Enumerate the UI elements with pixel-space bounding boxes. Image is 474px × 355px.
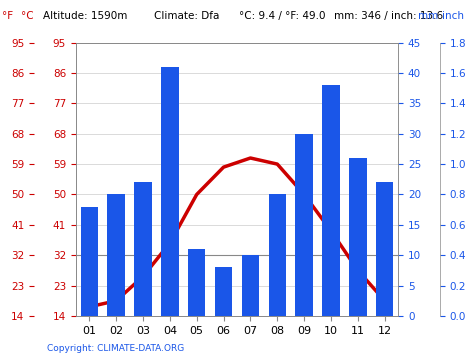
Bar bbox=[188, 249, 205, 316]
Bar bbox=[295, 134, 313, 316]
Bar bbox=[376, 182, 393, 316]
Bar bbox=[269, 195, 286, 316]
Bar bbox=[349, 158, 366, 316]
Bar bbox=[81, 207, 98, 316]
Bar bbox=[134, 182, 152, 316]
Bar bbox=[215, 267, 232, 316]
Bar bbox=[322, 85, 340, 316]
Text: °F: °F bbox=[2, 11, 13, 21]
Bar bbox=[108, 195, 125, 316]
Text: mm: 346 / inch: 13.6: mm: 346 / inch: 13.6 bbox=[334, 11, 443, 21]
Text: °C: 9.4 / °F: 49.0: °C: 9.4 / °F: 49.0 bbox=[239, 11, 326, 21]
Text: Copyright: CLIMATE-DATA.ORG: Copyright: CLIMATE-DATA.ORG bbox=[47, 344, 185, 353]
Text: inch: inch bbox=[442, 11, 464, 21]
Text: Altitude: 1590m: Altitude: 1590m bbox=[43, 11, 127, 21]
Text: Climate: Dfa: Climate: Dfa bbox=[154, 11, 219, 21]
Text: °C: °C bbox=[21, 11, 34, 21]
Text: mm: mm bbox=[418, 11, 438, 21]
Bar bbox=[161, 67, 179, 316]
Bar bbox=[242, 255, 259, 316]
